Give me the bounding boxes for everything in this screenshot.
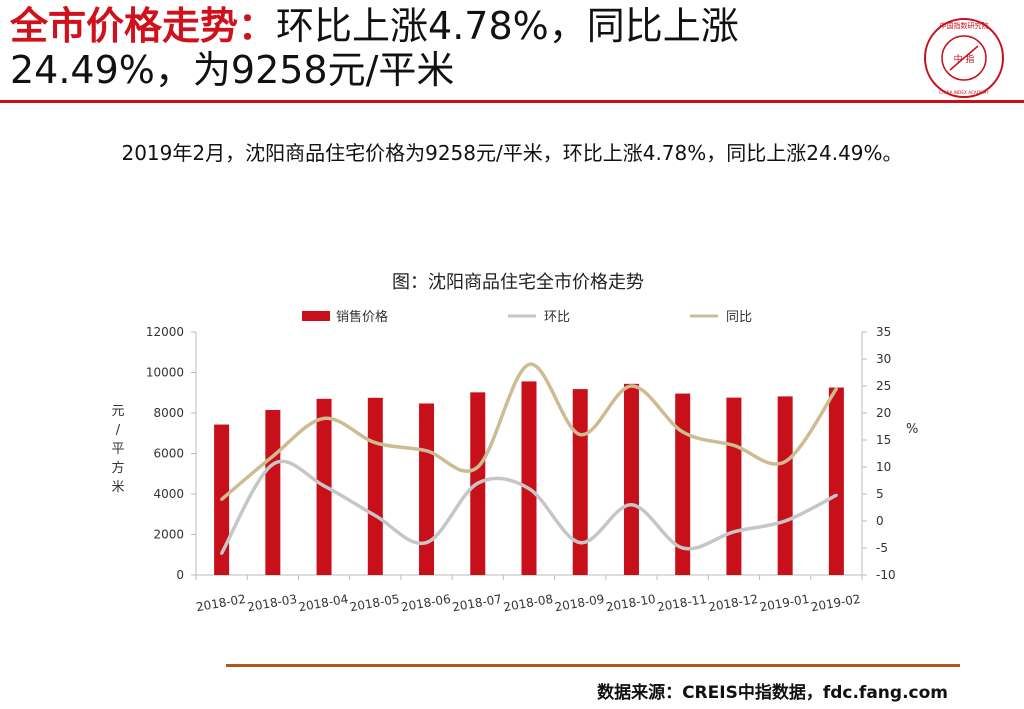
china-index-academy-logo: 中 指 中国指数研究院 CHINA INDEX ACADEMY [924,18,1004,98]
x-tick-label: 2018-07 [451,592,503,614]
y-right-tick-label: -5 [876,541,888,555]
logo-center-text: 中 指 [954,53,975,65]
bar-price [726,397,742,575]
point-yoy [732,443,736,447]
point-mom [425,541,429,545]
point-mom [527,487,531,491]
bar-price [623,383,639,575]
y-axis-left-label: 元/平方米 [111,404,124,495]
point-mom [681,546,685,550]
y-right-tick-label: 35 [876,325,891,339]
bar-price [419,403,435,575]
point-yoy [425,449,429,453]
point-mom [578,541,582,545]
title-highlight: 全市价格走势： [10,4,277,48]
title-divider [0,100,1024,103]
bar-price [367,397,383,575]
y-right-tick-label: -10 [876,568,896,582]
x-tick-label: 2018-11 [656,592,708,614]
x-tick-label: 2018-08 [502,592,554,614]
x-tick-label: 2018-06 [400,592,452,614]
legend-label-yoy: 同比 [726,310,752,325]
y-left-tick-label: 0 [176,568,184,582]
bar-price [572,389,588,575]
x-tick-label: 2018-04 [297,592,349,614]
x-tick-label: 2018-12 [707,592,759,614]
logo-sub-text: CHINA INDEX ACADEMY [939,90,989,95]
y-left-tick-label: 8000 [153,406,184,420]
y-right-tick-label: 5 [876,487,884,501]
page-title: 全市价格走势：环比上涨4.78%，同比上涨 24.49%，为9258元/平米 [10,4,910,92]
y-left-tick-label: 6000 [153,447,184,461]
point-mom [834,493,838,497]
point-mom [476,481,480,485]
legend-label-price: 销售价格 [336,309,388,325]
x-tick-label: 2018-05 [349,592,401,614]
point-yoy [578,433,582,437]
point-mom [271,462,275,466]
bar-price [265,409,281,575]
y-right-tick-label: 10 [876,460,891,474]
y-right-tick-label: 15 [876,433,891,447]
point-yoy [322,416,326,420]
point-mom [322,484,326,488]
point-yoy [783,460,787,464]
y-left-tick-label: 4000 [153,487,184,501]
y-axis-right-label: % [906,422,918,437]
point-yoy [681,430,685,434]
point-mom [220,551,224,555]
x-tick-label: 2019-02 [810,592,862,614]
point-yoy [373,441,377,445]
y-right-tick-label: 20 [876,406,891,420]
point-yoy [271,454,275,458]
point-mom [629,503,633,507]
point-mom [783,519,787,523]
y-left-tick-label: 10000 [146,366,184,380]
point-yoy [220,497,224,501]
y-right-tick-label: 25 [876,379,891,393]
data-source: 数据来源：CREIS中指数据，fdc.fang.com [597,683,948,703]
point-mom [732,530,736,534]
bar-price [777,396,793,575]
line-series-mom [220,459,838,555]
legend-label-mom: 环比 [544,310,570,325]
bar-price [521,381,537,575]
y-left-tick-label: 2000 [153,528,184,542]
x-tick-label: 2018-09 [554,592,606,614]
point-yoy [629,384,633,388]
chart-title: 图：沈阳商品住宅全市价格走势 [392,272,644,293]
title-line2: 24.49%，为9258元/平米 [10,48,455,92]
summary-text: 2019年2月，沈阳商品住宅价格为9258元/平米，环比上涨4.78%，同比上涨… [121,141,903,165]
bar-price [675,393,691,575]
x-tick-label: 2019-01 [759,592,811,614]
bar-price [828,387,844,575]
point-yoy [834,387,838,391]
y-right-tick-label: 0 [876,514,884,528]
point-mom [373,514,377,518]
x-tick-label: 2018-02 [195,592,247,614]
logo-ring-text: 中国指数研究院 [940,21,989,30]
point-yoy [527,362,531,366]
y-left-tick-label: 12000 [146,325,184,339]
x-tick-label: 2018-10 [605,592,657,614]
footer-divider [226,664,960,667]
x-tick-label: 2018-03 [246,592,298,614]
legend-swatch-price [302,311,330,321]
point-yoy [476,465,480,469]
title-line1: 环比上涨4.78%，同比上涨 [276,4,739,48]
y-right-tick-label: 30 [876,352,891,366]
